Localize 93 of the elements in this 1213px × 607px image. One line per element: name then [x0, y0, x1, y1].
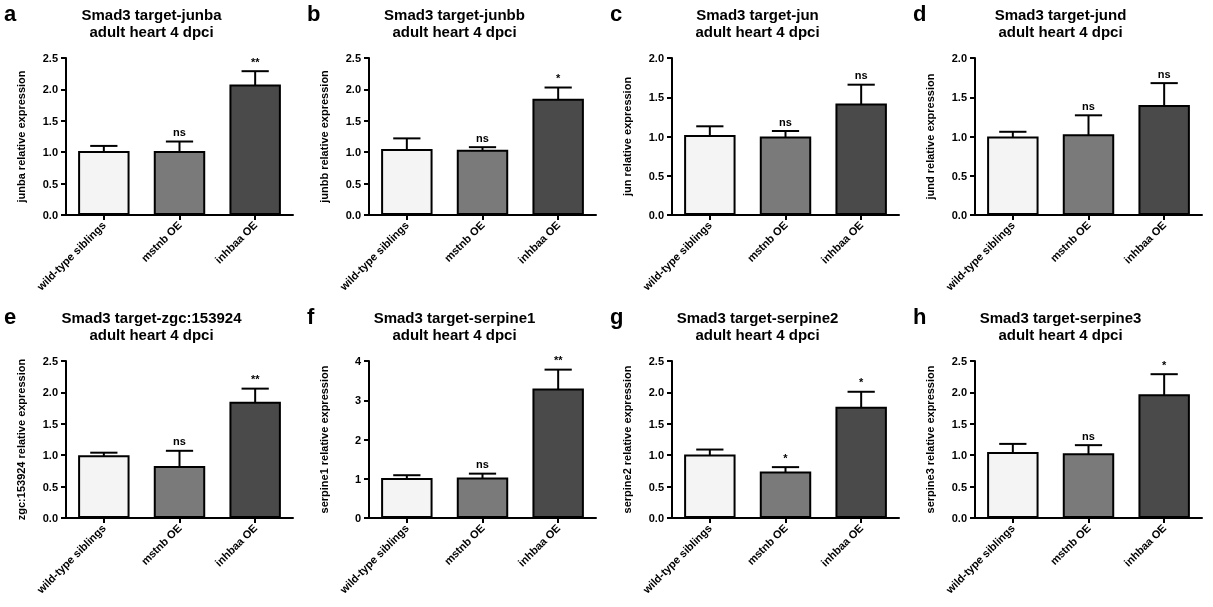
text: c: [610, 0, 623, 26]
annotation: *: [783, 451, 789, 464]
y-axis-title: serpine1 relative expression: [317, 365, 330, 514]
y-axis-title: serpine2 relative expression: [620, 365, 633, 514]
y-tick-label: 0.0: [42, 209, 58, 221]
chart-title: Smad3 target-serpine3: [979, 309, 1142, 326]
annotation: *: [859, 376, 865, 389]
y-tick-label: 2.0: [42, 83, 58, 96]
y-axis-title: jund relative expression: [923, 73, 936, 201]
chart-title: Smad3 target-serpine1: [373, 309, 536, 326]
y-tick-label: 0.5: [42, 177, 58, 190]
y-tick-label: 1.0: [42, 449, 58, 462]
chart-title: Smad3 target-jund: [994, 6, 1127, 23]
chart-subtitle: adult heart 4 dpci: [695, 326, 820, 343]
chart-title: Smad3 target-zgc:153924: [61, 309, 243, 326]
annotation: ns: [1082, 99, 1095, 112]
chart-title: Smad3 target-serpine2: [676, 309, 839, 326]
y-tick-label: 0.0: [42, 512, 58, 524]
y-tick-label: 0.5: [648, 169, 664, 182]
y-tick-label: 2.5: [42, 355, 58, 367]
text: e: [4, 303, 17, 329]
y-tick-label: 1.5: [345, 114, 361, 127]
y-tick-label: 2.0: [648, 52, 664, 64]
y-tick-label: 1: [354, 472, 361, 485]
text: d: [913, 0, 927, 26]
y-tick-label: 2.0: [951, 386, 967, 399]
y-axis-title: serpine3 relative expression: [923, 365, 936, 514]
y-tick-label: 2.0: [42, 386, 58, 399]
y-tick-label: 3: [354, 394, 361, 407]
annotation: *: [556, 72, 562, 85]
y-tick-label: 4: [354, 355, 362, 367]
annotation: ns: [779, 115, 792, 128]
annotation: **: [553, 354, 564, 367]
y-tick-label: 0.0: [951, 209, 967, 221]
y-tick-label: 1.0: [345, 146, 361, 159]
y-tick-label: 0.0: [648, 512, 664, 524]
y-tick-label: 2.5: [951, 355, 967, 367]
y-axis-title: junba relative expression: [14, 70, 27, 204]
annotation: *: [1162, 358, 1168, 371]
text: h: [913, 303, 927, 329]
y-tick-label: 0.0: [951, 512, 967, 524]
text: a: [4, 0, 17, 26]
y-tick-label: 0.5: [42, 480, 58, 493]
chart-title: Smad3 target-junba: [81, 6, 223, 23]
y-tick-label: 0.5: [951, 480, 967, 493]
annotation: ns: [173, 126, 186, 139]
y-tick-label: 0.0: [345, 209, 361, 221]
y-tick-label: 0.5: [951, 169, 967, 182]
y-tick-label: 2.0: [648, 386, 664, 399]
y-tick-label: 0.0: [648, 209, 664, 221]
y-tick-label: 1.5: [951, 417, 967, 430]
y-tick-label: 2.5: [345, 52, 361, 64]
chart-subtitle: adult heart 4 dpci: [998, 326, 1123, 343]
annotation: ns: [1082, 429, 1095, 442]
y-tick-label: 1.5: [42, 114, 58, 127]
annotation: ns: [1157, 67, 1171, 80]
chart-subtitle: adult heart 4 dpci: [998, 23, 1123, 40]
chart-subtitle: adult heart 4 dpci: [89, 23, 214, 40]
y-tick-label: 2.0: [345, 83, 361, 96]
chart-subtitle: adult heart 4 dpci: [392, 23, 517, 40]
chart-subtitle: adult heart 4 dpci: [695, 23, 820, 40]
chart-title: Smad3 target-jun: [696, 6, 819, 23]
y-tick-label: 0.5: [345, 177, 361, 190]
y-tick-label: 1.0: [951, 449, 967, 462]
text: b: [307, 0, 321, 26]
y-tick-label: 2.5: [42, 52, 58, 64]
annotation: ns: [476, 131, 489, 144]
y-tick-label: 1.0: [42, 146, 58, 159]
y-tick-label: 0.5: [648, 480, 664, 493]
y-axis-title: zgc:153924 relative expression: [14, 358, 27, 521]
y-tick-label: 1.5: [648, 91, 664, 104]
text: g: [610, 303, 624, 329]
y-tick-label: 1.0: [951, 130, 967, 143]
chart-title: Smad3 target-junbb: [384, 6, 525, 23]
y-tick-label: 2: [354, 433, 361, 446]
y-axis-title: junbb relative expression: [317, 69, 330, 204]
text: f: [307, 303, 315, 329]
chart-subtitle: adult heart 4 dpci: [392, 326, 517, 343]
y-tick-label: 2.5: [648, 355, 664, 367]
chart-subtitle: adult heart 4 dpci: [89, 326, 214, 343]
annotation: **: [250, 55, 261, 68]
y-tick-label: 1.0: [648, 130, 664, 143]
annotation: **: [250, 373, 261, 386]
y-tick-label: 0: [354, 512, 361, 524]
y-tick-label: 1.5: [951, 91, 967, 104]
y-tick-label: 1.5: [648, 417, 664, 430]
y-tick-label: 2.0: [951, 52, 967, 64]
y-tick-label: 1.0: [648, 449, 664, 462]
y-axis-title: jun relative expression: [620, 76, 633, 198]
annotation: ns: [854, 69, 868, 82]
annotation: ns: [476, 458, 489, 471]
y-tick-label: 1.5: [42, 417, 58, 430]
annotation: ns: [173, 435, 186, 448]
